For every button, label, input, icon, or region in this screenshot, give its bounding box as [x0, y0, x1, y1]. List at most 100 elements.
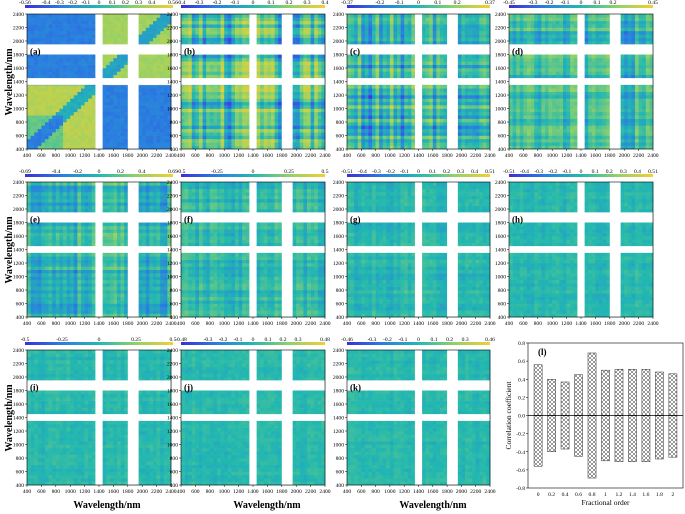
heatmap-cell — [350, 122, 355, 126]
heatmap-cell — [27, 135, 31, 140]
heatmap-cell — [296, 98, 301, 103]
heatmap-cell — [368, 122, 373, 126]
heatmap-cell — [66, 105, 71, 109]
heatmap-cell — [436, 64, 441, 69]
heatmap-cell — [227, 128, 232, 133]
heatmap-cell — [145, 24, 150, 28]
heatmap-cell — [41, 108, 46, 113]
heatmap-cell — [397, 68, 401, 72]
heatmap-cell — [386, 115, 391, 119]
heatmap-cell — [400, 95, 405, 99]
heatmap-cell — [138, 88, 143, 92]
heatmap-cell — [52, 105, 57, 109]
heatmap-cell — [357, 105, 362, 109]
heatmap-cell — [461, 27, 466, 32]
heatmap-cell — [307, 61, 311, 65]
heatmap-cell — [425, 20, 430, 25]
y-tick-label: 600 — [336, 134, 345, 140]
heatmap-cell — [443, 135, 448, 140]
heatmap-cell — [231, 115, 236, 119]
heatmap-cell — [278, 24, 283, 28]
heatmap-cell — [235, 54, 239, 59]
heatmap-cell — [102, 74, 107, 79]
heatmap-cell — [271, 105, 275, 109]
heatmap-cell — [59, 20, 64, 25]
heatmap-cell — [303, 105, 308, 109]
heatmap-cell — [242, 34, 247, 38]
heatmap-cell — [45, 34, 49, 38]
heatmap-cell — [372, 30, 376, 35]
heatmap-cell — [27, 91, 31, 96]
heatmap-cell — [224, 95, 229, 99]
heatmap-cell — [361, 101, 366, 106]
heatmap-cell — [260, 138, 265, 143]
heatmap-cell — [88, 74, 93, 79]
heatmap-cell — [242, 24, 247, 28]
heatmap-cell — [386, 68, 391, 72]
heatmap-cell — [206, 27, 211, 32]
heatmap-cell — [389, 111, 394, 116]
heatmap-cell — [347, 41, 351, 45]
heatmap-cell — [397, 105, 401, 109]
heatmap-cell — [153, 115, 157, 119]
heatmap-cell — [321, 54, 326, 59]
heatmap-cell — [443, 57, 448, 62]
heatmap-cell — [217, 122, 221, 126]
heatmap-cell — [117, 71, 121, 76]
heatmap-cell — [271, 41, 275, 45]
heatmap-cell — [34, 68, 39, 72]
heatmap-cell — [386, 142, 391, 146]
heatmap-cell — [235, 74, 239, 79]
heatmap-cell — [321, 115, 326, 119]
heatmap-cell — [117, 105, 121, 109]
heatmap-cell — [404, 142, 409, 146]
heatmap-cell — [206, 95, 211, 99]
heatmap-cell — [404, 41, 409, 45]
heatmap-cell — [461, 135, 466, 140]
heatmap-cell — [34, 98, 39, 103]
heatmap-cell — [464, 122, 469, 126]
heatmap-cell — [314, 14, 319, 18]
heatmap-cell — [34, 54, 39, 59]
heatmap-cell — [209, 115, 214, 119]
heatmap-cell — [213, 108, 218, 113]
y-tick-label: 1400 — [13, 80, 24, 86]
heatmap-cell — [167, 41, 172, 45]
heatmap-cell — [113, 30, 118, 35]
heatmap-cell — [77, 125, 82, 130]
heatmap-cell — [479, 57, 484, 62]
heatmap-cell — [350, 115, 355, 119]
heatmap-cell — [457, 30, 462, 35]
heatmap-cell — [256, 115, 261, 119]
heatmap-cell — [238, 132, 243, 136]
heatmap-cell — [81, 135, 85, 140]
heatmap-cell — [310, 68, 315, 72]
heatmap-cell — [299, 91, 304, 96]
heatmap-cell — [52, 20, 57, 25]
heatmap-cell — [256, 101, 261, 106]
heatmap-cell — [191, 128, 196, 133]
heatmap-cell — [303, 20, 308, 25]
heatmap-cell — [443, 14, 448, 18]
heatmap-cell — [142, 88, 147, 92]
heatmap-panel-a: -0.56 -0.4 -0.3 -0.2 -0.1 0 0.1 0.2 0.3 0.4 0.5640… — [13, 0, 178, 159]
heatmap-cell — [124, 105, 129, 109]
heatmap-cell — [55, 74, 60, 79]
heatmap-cell — [368, 14, 373, 18]
heatmap-cell — [27, 118, 31, 123]
heatmap-cell — [142, 84, 147, 89]
x-tick-label: 1200 — [79, 153, 90, 159]
heatmap-cell — [464, 30, 469, 35]
heatmap-cell — [195, 61, 200, 65]
heatmap-cell — [389, 138, 394, 143]
heatmap-cell — [386, 135, 391, 140]
heatmap-cell — [461, 128, 466, 133]
heatmap-cell — [354, 105, 359, 109]
heatmap-cell — [217, 91, 221, 96]
heatmap-cell — [63, 105, 67, 109]
heatmap-cell — [482, 24, 487, 28]
heatmap-cell — [260, 101, 265, 106]
heatmap-cell — [81, 111, 85, 116]
heatmap-cell — [160, 122, 165, 126]
heatmap-cell — [429, 145, 434, 150]
